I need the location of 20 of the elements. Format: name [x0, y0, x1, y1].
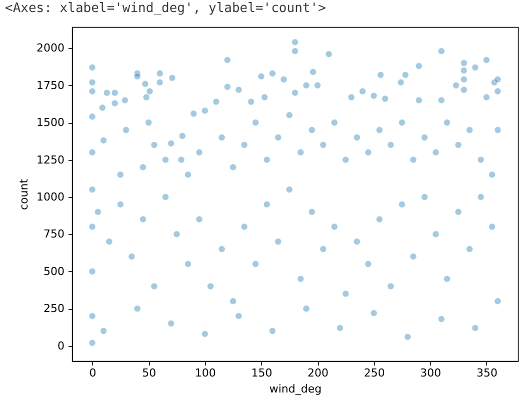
x-axis-title: wind_deg	[269, 382, 322, 396]
x-tick-label: 100	[194, 366, 216, 380]
x-tick-label: 350	[476, 366, 498, 380]
x-tick-label: 150	[251, 366, 272, 380]
y-tick-label: 500	[44, 264, 64, 278]
y-tick-label: 0	[58, 339, 64, 352]
y-tick-label: 1250	[36, 153, 64, 166]
y-tick-label: 2000	[36, 42, 64, 55]
x-tick-label: 250	[364, 366, 385, 380]
x-tick-label: 50	[142, 366, 156, 380]
text: <Axes: xlabel='wind_deg', ylabel='count'>	[5, 1, 326, 16]
y-tick-label: 1750	[36, 78, 64, 92]
x-tick-label: 200	[308, 366, 329, 380]
y-tick-label: 250	[44, 302, 64, 316]
y-tick-label: 1500	[36, 116, 64, 130]
x-tick-label: 0	[89, 366, 96, 380]
y-tick-label: 750	[44, 228, 64, 241]
x-tick-label: 300	[420, 366, 442, 380]
y-tick-label: 1000	[36, 190, 64, 204]
y-axis-title: count	[18, 178, 31, 210]
